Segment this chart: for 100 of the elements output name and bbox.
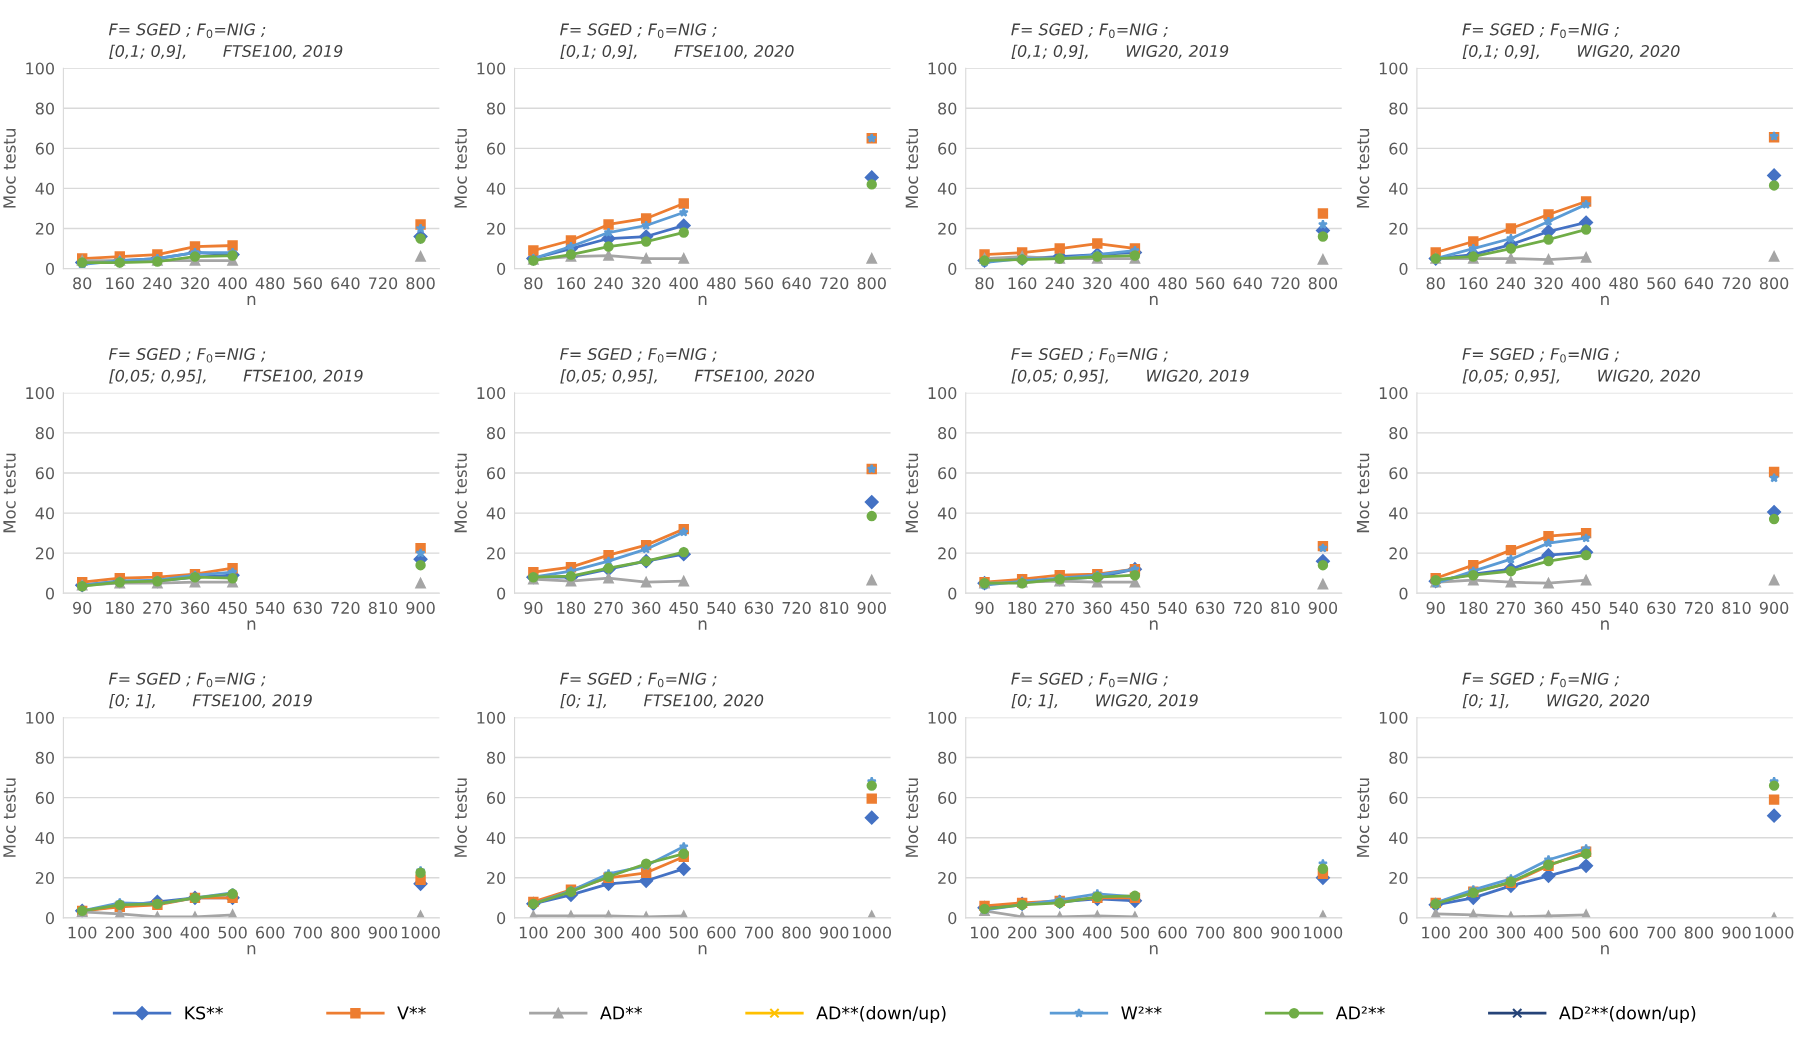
y-axis-title: Moc testu <box>454 129 467 208</box>
y-tick-label: 60 <box>1389 142 1408 155</box>
y-tick-label: 0 <box>45 912 54 925</box>
x-tick-label: 900 <box>368 926 398 939</box>
x-axis-title: n <box>247 945 256 955</box>
y-tick-label: 100 <box>477 62 506 75</box>
x-tick-label: 540 <box>707 601 736 614</box>
x-tick-label: 100 <box>971 926 999 939</box>
x-tick-label: 270 <box>594 601 623 614</box>
y-tick-label: 60 <box>1389 467 1408 480</box>
y-tick-label: 100 <box>1379 387 1408 400</box>
x-tick-label: 90 <box>73 601 92 614</box>
x-tick-label: 630 <box>1647 601 1676 614</box>
chart-title: F= SGED ; F$_{0}$=NIG ; [0,1; 0,9], WIG20, 2020 <box>1462 23 1680 59</box>
y-tick-label: 40 <box>486 182 506 195</box>
legend-label: W²** <box>1121 1006 1162 1020</box>
y-tick-label: 80 <box>1389 427 1408 440</box>
y-tick-label: 80 <box>486 427 506 440</box>
x-tick-label: 800 <box>331 926 360 939</box>
y-tick-label: 20 <box>938 547 957 560</box>
y-axis-title: Moc testu <box>1356 778 1370 857</box>
x-tick-label: 640 <box>782 277 811 290</box>
x-tick-label: 400 <box>1534 926 1563 939</box>
x-tick-label: 320 <box>1534 277 1563 290</box>
x-tick-label: 400 <box>1571 277 1601 290</box>
y-tick-label: 40 <box>937 831 957 845</box>
y-tick-label: 20 <box>1389 222 1408 235</box>
x-tick-label: 540 <box>1158 601 1187 614</box>
y-axis-title: Moc testu <box>905 778 919 857</box>
x-tick-label: 450 <box>669 601 698 614</box>
y-tick-label: 100 <box>1379 62 1408 75</box>
x-tick-label: 900 <box>1759 601 1789 614</box>
x-tick-label: 270 <box>143 601 172 614</box>
y-tick-label: 80 <box>938 427 957 440</box>
y-tick-label: 0 <box>1399 587 1408 600</box>
x-tick-label: 100 <box>1422 926 1450 939</box>
y-tick-label: 100 <box>26 387 54 400</box>
x-tick-label: 360 <box>1534 601 1563 614</box>
y-tick-label: 0 <box>497 912 506 925</box>
x-tick-label: 800 <box>1308 277 1338 290</box>
x-axis-title: n <box>1149 620 1158 630</box>
x-axis-title: n <box>1149 295 1158 306</box>
y-tick-label: 80 <box>1389 102 1408 115</box>
chart-title: F= SGED ; F$_{0}$=NIG ; [0; 1], WIG20, 2019 <box>1011 672 1198 709</box>
x-tick-label: 720 <box>1684 601 1714 614</box>
x-axis-title: n <box>1601 620 1609 630</box>
chart-title: F= SGED ; F$_{0}$=NIG ; [0,1; 0,9], WIG20, 2019 <box>1011 23 1229 59</box>
x-tick-label: 700 <box>745 926 774 939</box>
y-tick-label: 0 <box>497 587 506 600</box>
x-tick-label: 160 <box>106 277 134 290</box>
x-axis-title: n <box>698 620 707 630</box>
y-tick-label: 0 <box>948 262 957 275</box>
x-tick-label: 450 <box>1571 601 1601 614</box>
y-tick-label: 80 <box>35 751 54 764</box>
x-tick-label: 400 <box>180 926 210 939</box>
legend-label: KS** <box>185 1006 223 1020</box>
x-tick-label: 240 <box>1045 277 1074 290</box>
x-tick-label: 800 <box>1233 926 1262 939</box>
x-tick-label: 400 <box>218 277 247 290</box>
y-tick-label: 60 <box>487 142 506 155</box>
x-tick-label: 90 <box>524 601 543 614</box>
y-tick-label: 100 <box>477 387 506 400</box>
x-tick-label: 450 <box>218 601 247 614</box>
x-tick-label: 500 <box>1120 926 1150 939</box>
x-axis-title: n <box>247 620 256 630</box>
y-tick-label: 20 <box>35 547 54 560</box>
y-tick-label: 80 <box>938 102 957 115</box>
x-tick-label: 450 <box>1120 601 1150 614</box>
x-tick-label: 80 <box>1426 277 1445 290</box>
chart-title: F= SGED ; F$_{0}$=NIG ; [0,1; 0,9], FTSE100, 2020 <box>560 23 794 59</box>
x-tick-label: 500 <box>1572 926 1601 939</box>
y-axis-title: Moc testu <box>905 129 919 208</box>
x-tick-label: 720 <box>820 277 849 290</box>
y-tick-label: 40 <box>1389 507 1408 520</box>
x-tick-label: 800 <box>857 277 886 290</box>
x-tick-label: 1000 <box>402 926 440 939</box>
y-tick-label: 40 <box>1389 831 1408 845</box>
y-tick-label: 80 <box>1389 751 1408 764</box>
x-axis-title: n <box>698 295 707 306</box>
x-tick-label: 180 <box>1008 601 1037 614</box>
x-tick-label: 560 <box>1647 277 1676 290</box>
x-tick-label: 1000 <box>853 926 891 939</box>
x-tick-label: 100 <box>68 926 97 939</box>
x-tick-label: 400 <box>631 926 661 939</box>
x-tick-label: 300 <box>1045 926 1074 939</box>
x-axis-title: n <box>247 295 256 306</box>
y-axis-title: Moc testu <box>3 129 16 208</box>
x-tick-label: 700 <box>1196 926 1225 939</box>
y-tick-label: 60 <box>35 142 54 155</box>
y-axis-title: Moc testu <box>3 453 16 533</box>
y-tick-label: 20 <box>487 222 506 235</box>
x-tick-label: 320 <box>632 277 661 290</box>
y-tick-label: 60 <box>938 467 957 480</box>
chart-title: F= SGED ; F$_{0}$=NIG ; [0,05; 0,95], WIG20, 2020 <box>1462 347 1700 384</box>
x-tick-label: 640 <box>1233 277 1262 290</box>
y-tick-label: 40 <box>486 507 506 520</box>
y-tick-label: 40 <box>35 182 54 195</box>
x-axis-title: n <box>1601 945 1609 955</box>
x-tick-label: 630 <box>1195 601 1225 614</box>
x-axis-title: n <box>698 945 707 955</box>
